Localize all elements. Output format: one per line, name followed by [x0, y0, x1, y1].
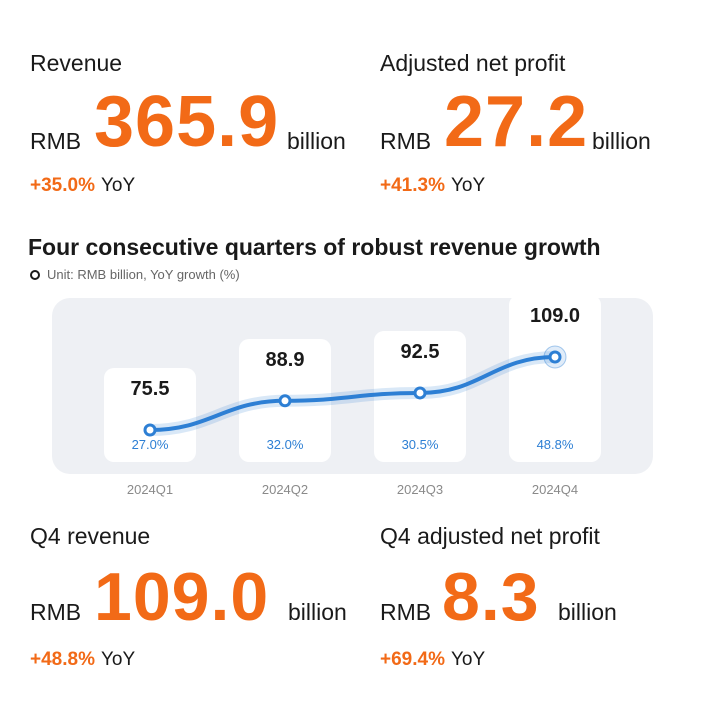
- kpi-title: Revenue: [30, 50, 123, 76]
- kpi-yoy-pct: +41.3%: [380, 175, 445, 196]
- kpi-unit: billion: [287, 128, 346, 154]
- kpi-yoy-pct: +48.8%: [30, 649, 95, 670]
- kpi-yoy-label: YoY: [100, 649, 136, 670]
- kpi-value: 27.2: [444, 82, 589, 162]
- kpi-value: 8.3: [442, 559, 540, 635]
- yoy-growth-label: 27.0%: [131, 437, 169, 452]
- kpi-value: 365.9: [94, 82, 280, 162]
- kpi-title: Adjusted net profit: [380, 50, 566, 76]
- kpi-unit: billion: [592, 128, 651, 154]
- data-point: [143, 423, 157, 437]
- data-point: [548, 350, 562, 364]
- kpi-adjusted-net-profit: Adjusted net profit RMB 27.2 billion +41…: [380, 50, 700, 200]
- data-point: [413, 386, 427, 400]
- legend-marker-icon: [30, 269, 40, 280]
- kpi-yoy-label: YoY: [450, 649, 486, 670]
- data-label: 88.9: [265, 348, 305, 371]
- data-label: 75.5: [130, 378, 170, 400]
- data-label: 92.5: [400, 340, 440, 363]
- x-tick-label: 2024Q1: [126, 482, 174, 497]
- data-label: 109.0: [529, 305, 581, 327]
- series-line: [148, 355, 557, 432]
- kpi-value: 109.0: [94, 559, 270, 635]
- yoy-growth-label: 48.8%: [536, 437, 574, 452]
- kpi-title: Q4 revenue: [30, 523, 151, 549]
- quarter-card: 109.0 48.8%: [509, 295, 601, 462]
- kpi-unit: billion: [288, 599, 347, 625]
- legend-text: Unit: RMB billion, YoY growth (%): [47, 267, 240, 282]
- kpi-revenue: Revenue RMB 365.9 billion +35.0% YoY: [30, 50, 360, 200]
- quarter-card: 75.5 27.0%: [104, 368, 196, 462]
- kpi-currency: RMB: [380, 599, 432, 625]
- kpi-currency: RMB: [30, 599, 82, 625]
- yoy-growth-label: 32.0%: [266, 436, 304, 452]
- x-tick-label: 2024Q4: [531, 482, 579, 497]
- x-tick-label: 2024Q3: [396, 482, 444, 497]
- kpi-yoy-label: YoY: [450, 175, 486, 196]
- chart-title: Four consecutive quarters of robust reve…: [28, 234, 601, 260]
- yoy-growth-label: 30.5%: [401, 436, 439, 452]
- kpi-yoy-label: YoY: [100, 175, 136, 196]
- kpi-currency: RMB: [30, 128, 82, 154]
- chart-legend: Unit: RMB billion, YoY growth (%): [30, 267, 240, 282]
- x-tick-label: 2024Q2: [261, 482, 309, 497]
- kpi-q4-adjusted-net-profit: Q4 adjusted net profit RMB 8.3 billion +…: [380, 523, 700, 683]
- kpi-unit: billion: [558, 599, 617, 625]
- kpi-title: Q4 adjusted net profit: [380, 523, 600, 549]
- kpi-yoy-pct: +35.0%: [30, 175, 95, 196]
- kpi-q4-revenue: Q4 revenue RMB 109.0 billion +48.8% YoY: [30, 523, 370, 683]
- kpi-currency: RMB: [380, 128, 432, 154]
- data-point: [278, 394, 292, 408]
- kpi-yoy-pct: +69.4%: [380, 649, 445, 670]
